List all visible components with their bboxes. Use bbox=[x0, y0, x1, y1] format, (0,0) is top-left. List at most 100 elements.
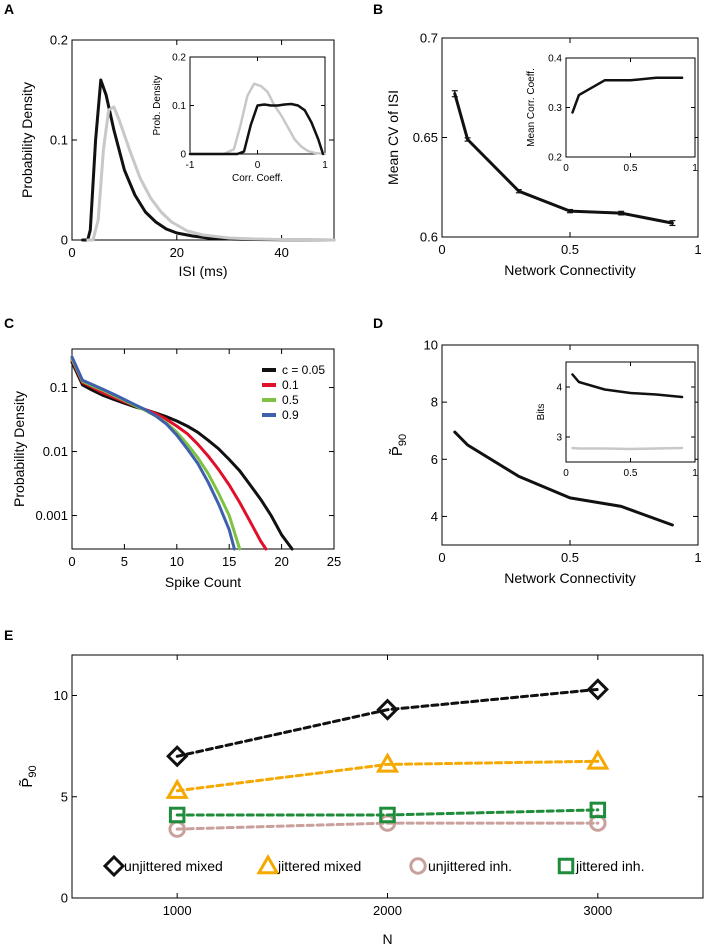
d-inset-x-tick-label: 1 bbox=[692, 468, 698, 479]
b-x-axis-label: Network Connectivity bbox=[504, 262, 636, 278]
e-x-tick-label: 3000 bbox=[583, 903, 612, 918]
a-x-tick-label: 0 bbox=[68, 245, 75, 260]
d-y-axis-label-sub: 90 bbox=[397, 434, 409, 446]
e-y-axis-label-main: P̃ bbox=[19, 778, 36, 788]
chart-c-legend-label-0-9: 0.9 bbox=[282, 408, 299, 422]
panel-letter-c: C bbox=[4, 315, 14, 331]
e-point-jittered-mixed bbox=[165, 778, 189, 799]
d-y-tick-label: 4 bbox=[431, 509, 438, 524]
c-series-c-0-05-line bbox=[70, 360, 294, 551]
c-y-axis-label: Probability Density bbox=[11, 391, 27, 507]
b-inset-x-tick-label: 0 bbox=[563, 163, 569, 174]
chart-c-legend-label-0-5: 0.5 bbox=[282, 393, 299, 407]
chart-c-legend-label-c-0-05: c = 0.05 bbox=[282, 363, 325, 377]
chart-b-inset: 0 0.5 1 0.2 0.3 0.4 Mean Corr. Coeff. bbox=[526, 54, 698, 175]
d-x-tick-label: 0 bbox=[438, 550, 445, 565]
chart-e-legend-marker-unjittered-inh bbox=[409, 857, 427, 875]
d-inset-series-gray-line bbox=[571, 446, 684, 451]
d-y-axis-label: P̃90 bbox=[389, 434, 409, 456]
e-x-tick-label: 2000 bbox=[373, 903, 402, 918]
a-inset-x-tick-label: -1 bbox=[186, 160, 195, 171]
d-x-axis-label: Network Connectivity bbox=[504, 570, 636, 586]
chart-e-legend-marker-jittered-inh bbox=[557, 857, 575, 875]
chart-e-legend-label-jittered-inh: jittered inh. bbox=[575, 858, 644, 874]
a-inset-y-tick-label: 0.2 bbox=[172, 53, 186, 64]
panel-letter-d: D bbox=[373, 315, 383, 331]
chart-c: 0 5 10 15 20 25 0.001 0.01 0.1 Spike Count Probabi… bbox=[11, 348, 341, 590]
d-inset-x-tick-label: 0.5 bbox=[624, 468, 638, 479]
d-series-p90-line bbox=[453, 430, 674, 527]
d-y-tick-label: 8 bbox=[431, 395, 438, 410]
d-y-tick-label: 6 bbox=[431, 452, 438, 467]
a-x-tick-label: 40 bbox=[274, 245, 288, 260]
d-inset-series-black-line bbox=[571, 373, 684, 399]
b-inset-series-corr-line bbox=[571, 76, 684, 114]
e-y-tick-label: 10 bbox=[54, 688, 68, 703]
b-inset-y-tick-label: 0.2 bbox=[548, 153, 562, 164]
a-y-axis-label: Probability Density bbox=[19, 82, 35, 198]
a-x-tick-label: 20 bbox=[170, 245, 184, 260]
e-series-jittered-inh-line bbox=[175, 808, 600, 817]
c-y-tick-label: 0.01 bbox=[43, 444, 68, 459]
e-point-jittered-mixed bbox=[586, 749, 610, 770]
panel-letter-b: B bbox=[373, 1, 383, 17]
b-inset-y-axis-label: Mean Corr. Coeff. bbox=[526, 68, 537, 147]
b-inset-x-tick-label: 0.5 bbox=[624, 163, 638, 174]
a-y-tick-label: 0.2 bbox=[50, 33, 68, 48]
e-series-unjittered-mixed-line bbox=[175, 687, 600, 758]
e-point-unjittered-mixed bbox=[586, 678, 609, 701]
d-x-tick-label: 1 bbox=[694, 550, 701, 565]
a-inset-y-axis-label: Prob. Density bbox=[152, 75, 163, 135]
e-axes-frame bbox=[71, 654, 704, 899]
chart-e-legend-label-jittered-mixed: jittered mixed bbox=[277, 858, 361, 874]
b-inset-y-tick-label: 0.3 bbox=[548, 103, 562, 114]
e-point-unjittered-mixed bbox=[376, 698, 399, 721]
c-x-tick-label: 20 bbox=[274, 554, 288, 569]
d-inset-x-tick-label: 0 bbox=[563, 468, 569, 479]
panel-letter-a: A bbox=[4, 1, 14, 17]
b-inset-y-tick-label: 0.4 bbox=[548, 54, 562, 65]
e-x-tick-label: 1000 bbox=[163, 903, 192, 918]
c-x-tick-label: 15 bbox=[222, 554, 236, 569]
chart-e: 1000 2000 3000 0 5 10 N P̃90 unjittered mixed jit… bbox=[19, 654, 704, 947]
e-y-axis-label: P̃90 bbox=[19, 765, 39, 787]
a-inset-series-black-line bbox=[188, 102, 325, 156]
e-point-jittered-inh bbox=[379, 806, 396, 824]
d-y-axis-label-main: P̃ bbox=[389, 446, 406, 456]
a-series-gray-line bbox=[86, 105, 336, 242]
d-y-tick-label: 10 bbox=[424, 338, 438, 353]
a-y-tick-label: 0 bbox=[61, 233, 68, 248]
d-inset-axes-frame bbox=[565, 361, 696, 463]
a-inset-y-tick-label: 0.1 bbox=[172, 101, 186, 112]
b-series-cv-line bbox=[453, 92, 674, 225]
b-inset-x-tick-label: 1 bbox=[692, 163, 698, 174]
chart-e-legend-label-unjittered-inh: unjittered inh. bbox=[428, 858, 512, 874]
c-y-tick-label: 0.001 bbox=[35, 508, 68, 523]
a-inset-x-tick-label: 0 bbox=[255, 160, 261, 171]
d-x-tick-label: 0.5 bbox=[561, 550, 579, 565]
chart-e-legend-marker-jittered-mixed bbox=[256, 853, 280, 875]
b-y-axis-label: Mean CV of ISI bbox=[385, 90, 401, 185]
chart-e-legend-marker-unjittered-mixed bbox=[102, 854, 126, 878]
e-series-jittered-mixed-line bbox=[175, 759, 600, 793]
b-y-tick-label: 0.65 bbox=[413, 130, 438, 145]
a-inset-x-tick-label: 1 bbox=[322, 160, 328, 171]
e-point-unjittered-mixed bbox=[166, 745, 189, 768]
a-inset-y-tick-label: 0 bbox=[180, 150, 186, 161]
e-point-jittered-mixed bbox=[375, 752, 400, 773]
a-y-tick-label: 0.1 bbox=[50, 133, 68, 148]
b-y-tick-label: 0.6 bbox=[420, 230, 438, 245]
chart-d-inset: 0 0.5 1 3 4 Bits bbox=[536, 361, 698, 479]
a-x-axis-label: ISI (ms) bbox=[179, 263, 228, 279]
b-x-tick-label: 1 bbox=[694, 242, 701, 257]
chart-c-legend-label-0-1: 0.1 bbox=[282, 378, 299, 392]
c-x-tick-label: 0 bbox=[68, 554, 75, 569]
chart-e-legend-label-unjittered-mixed: unjittered mixed bbox=[124, 858, 223, 874]
c-x-tick-label: 10 bbox=[170, 554, 184, 569]
e-y-tick-label: 5 bbox=[61, 789, 68, 804]
b-inset-axes-frame bbox=[565, 57, 696, 158]
e-point-jittered-inh bbox=[589, 801, 607, 819]
panel-letter-e: E bbox=[4, 627, 13, 643]
